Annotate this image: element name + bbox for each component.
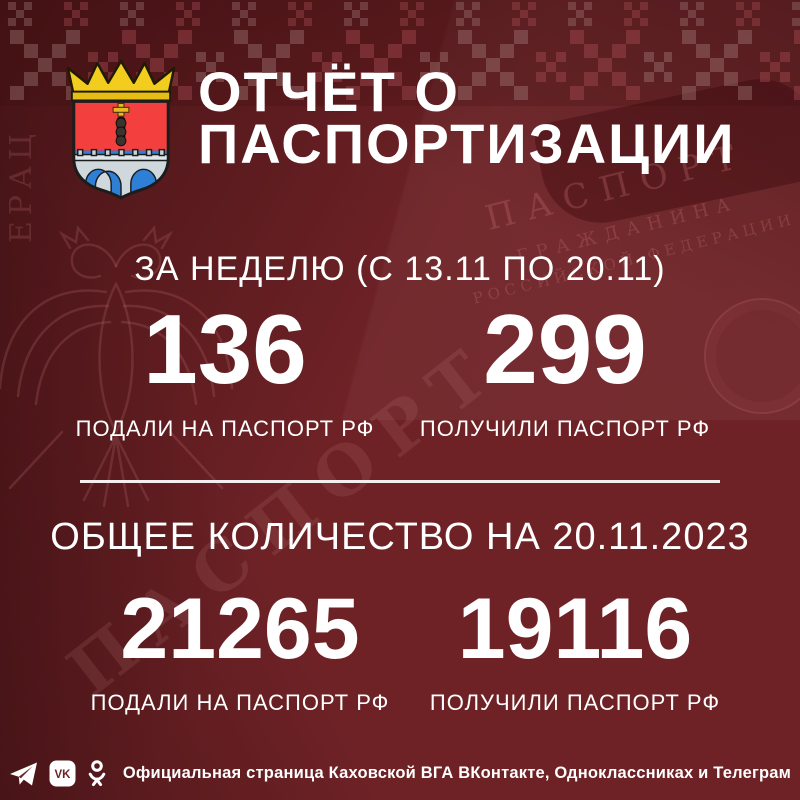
total-section-heading: ОБЩЕЕ КОЛИЧЕСТВО НА 20.11.2023 [50,516,750,558]
stat-total-applied: 21265 ПОДАЛИ НА ПАСПОРТ РФ [60,581,420,716]
stat-label: ПОЛУЧИЛИ ПАСПОРТ РФ [429,689,721,715]
footer: VK Официальная страница Каховской ВГА ВК… [0,759,800,787]
page-title-line1: ОТЧЁТ О [198,60,460,123]
footer-caption: Официальная страница Каховской ВГА ВКонт… [122,763,792,782]
kakhovka-coat-of-arms [66,59,176,200]
odnoklassniki-icon[interactable] [87,759,107,787]
stat-label: ПОЛУЧИЛИ ПАСПОРТ РФ [419,415,711,441]
page-title-line2: ПАСПОРТИЗАЦИИ [198,112,736,175]
stat-label: ПОДАЛИ НА ПАСПОРТ РФ [75,415,375,441]
stat-value: 19116 [457,581,693,677]
stat-week-applied: 136 ПОДАЛИ НА ПАСПОРТ РФ [45,294,405,442]
vk-letters: VK [54,769,71,781]
stat-value: 136 [143,294,307,404]
vk-icon[interactable]: VK [49,760,76,787]
telegram-icon[interactable] [9,760,38,787]
week-section-heading: ЗА НЕДЕЛЮ (С 13.11 ПО 20.11) [134,250,666,288]
edge-letters-watermark: ЕРАЦ [4,128,39,243]
page-title: ОТЧЁТ О ПАСПОРТИЗАЦИИ [198,60,736,175]
stat-total-received: 19116 ПОЛУЧИЛИ ПАСПОРТ РФ [395,581,755,716]
stat-label: ПОДАЛИ НА ПАСПОРТ РФ [90,689,390,715]
stat-week-received: 299 ПОЛУЧИЛИ ПАСПОРТ РФ [385,294,745,442]
stat-value: 299 [483,294,647,404]
stat-value: 21265 [120,581,360,677]
section-divider [80,480,720,483]
